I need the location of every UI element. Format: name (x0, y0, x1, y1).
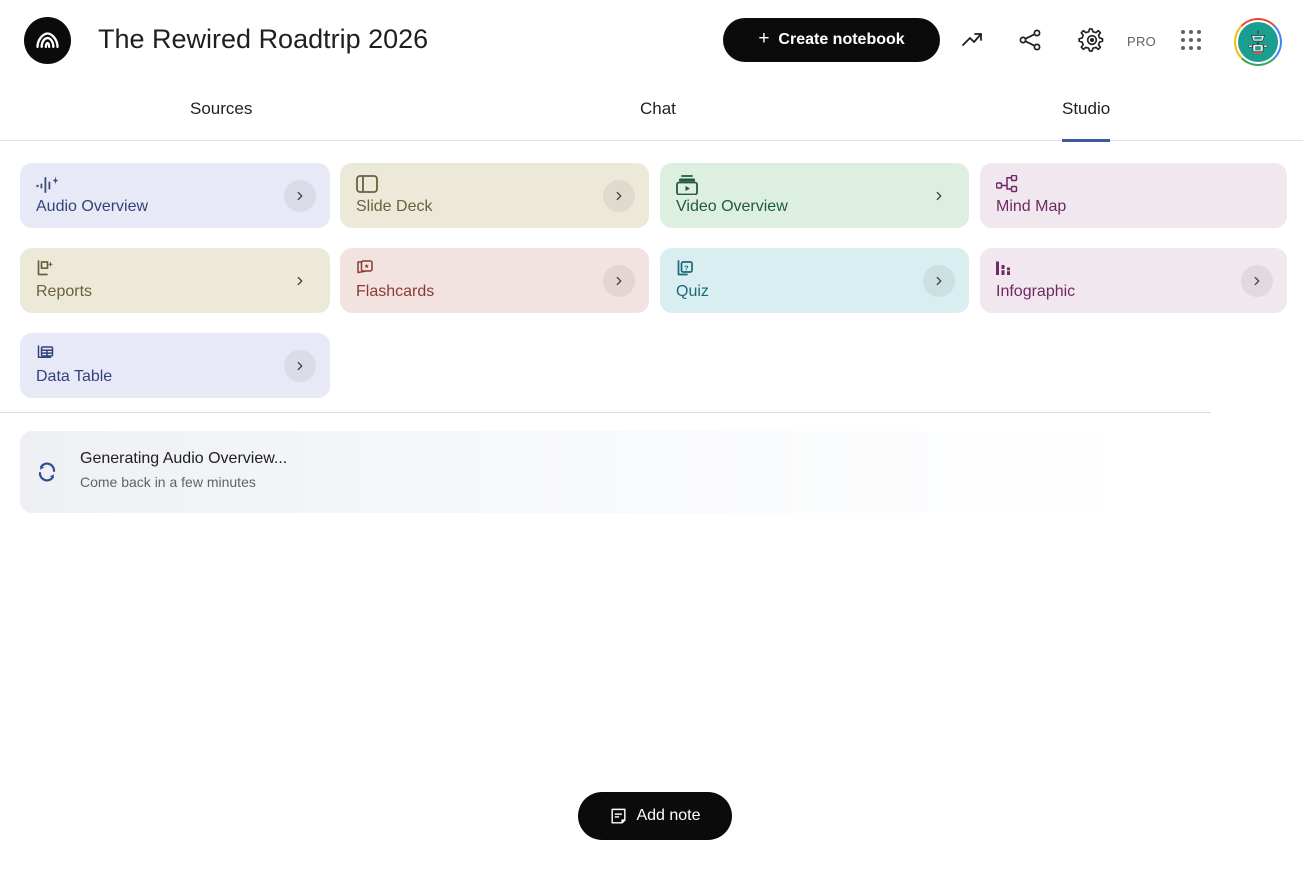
svg-text:?: ? (684, 263, 689, 272)
